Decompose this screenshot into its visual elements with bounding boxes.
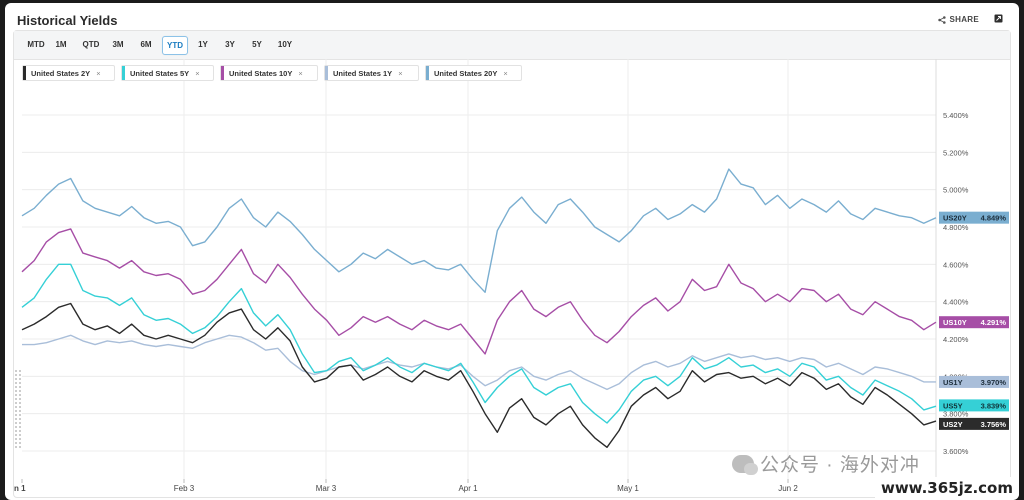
legend-swatch [221, 66, 224, 80]
tag-series-name: US10Y [943, 318, 967, 327]
drag-handle[interactable] [14, 369, 22, 449]
legend-swatch [325, 66, 328, 80]
legend-label: United States 2Y [31, 69, 91, 78]
tag-series-name: US2Y [943, 420, 963, 429]
legend-label: United States 10Y [229, 69, 293, 78]
tag-last-value: 3.756% [981, 420, 1007, 429]
share-label: SHARE [949, 15, 979, 24]
tag-last-value: 3.970% [981, 378, 1007, 387]
legend-chip[interactable]: United States 10Y × [220, 65, 318, 81]
expand-icon[interactable] [994, 14, 1003, 23]
remove-series-icon[interactable]: × [298, 69, 303, 78]
legend-label: United States 1Y [333, 69, 393, 78]
legend-chip[interactable]: United States 5Y × [121, 65, 214, 81]
remove-series-icon[interactable]: × [96, 69, 101, 78]
range-toolbar: MTD 1M QTD 3M 6M YTD 1Y 3Y 5Y 10Y [14, 31, 1010, 60]
tag-background [939, 399, 1009, 412]
x-tick-label: Mar 3 [316, 484, 337, 493]
range-button-6m[interactable]: 6M [140, 40, 152, 49]
site-watermark: www.365jz.com [874, 477, 1019, 500]
tag-last-value: 3.839% [981, 401, 1007, 410]
watermark-text: 公众号 · 海外对冲 [760, 455, 920, 476]
y-tick-label: 3.600% [943, 447, 969, 456]
range-button-mtd[interactable]: MTD [27, 40, 45, 49]
legend-swatch [426, 66, 429, 80]
range-button-qtd[interactable]: QTD [82, 40, 100, 49]
y-tick-label: 4.200% [943, 335, 969, 344]
y-tick-label: 4.400% [943, 298, 969, 307]
legend-chip[interactable]: United States 2Y × [22, 65, 115, 81]
range-button-1m[interactable]: 1M [55, 40, 67, 49]
range-button-ytd[interactable]: YTD [162, 36, 188, 55]
share-icon [938, 15, 947, 24]
legend-chip[interactable]: United States 1Y × [324, 65, 419, 81]
range-button-3y[interactable]: 3Y [225, 40, 235, 49]
legend-label: United States 20Y [434, 69, 498, 78]
last-value-tag-us20y: US20Y 4.849% [939, 211, 1009, 224]
legend-chip[interactable]: United States 20Y × [425, 65, 522, 81]
series-line-us1y [22, 334, 936, 391]
watermark: 公众号 · 海外对冲 [732, 450, 920, 477]
historical-yields-card: Historical Yields SHARE MTD 1M QTD 3M 6M YTD 1… [5, 3, 1019, 500]
range-button-3m[interactable]: 3M [112, 40, 124, 49]
page-title: Historical Yields [17, 13, 118, 28]
legend-swatch [122, 66, 125, 80]
y-tick-label: 3.800% [943, 410, 969, 419]
tag-background [939, 316, 1009, 329]
x-tick-label: Apr 1 [458, 484, 478, 493]
tag-last-value: 4.291% [981, 318, 1007, 327]
last-value-tag-us10y: US10Y 4.291% [939, 316, 1009, 329]
x-tick-label: May 1 [617, 484, 639, 493]
y-tick-label: 4.800% [943, 223, 969, 232]
last-value-tag-us1y: US1Y 3.970% [939, 375, 1009, 388]
range-button-10y[interactable]: 10Y [277, 40, 293, 49]
x-tick-label: n 1 [14, 484, 26, 493]
tag-background [939, 375, 1009, 388]
legend-label: United States 5Y [130, 69, 190, 78]
wechat-icon [732, 454, 758, 475]
legend-swatch [23, 66, 26, 80]
series-line-us10y [21, 228, 937, 355]
last-value-tag-us2y: US2Y 3.756% [939, 417, 1009, 430]
range-button-5y[interactable]: 5Y [252, 40, 262, 49]
remove-series-icon[interactable]: × [195, 69, 200, 78]
tag-series-name: US1Y [943, 378, 963, 387]
series-line-us20y [21, 168, 937, 293]
remove-series-icon[interactable]: × [503, 69, 508, 78]
x-tick-label: Feb 3 [174, 484, 195, 493]
y-tick-label: 5.200% [943, 148, 969, 157]
range-button-1y[interactable]: 1Y [198, 40, 208, 49]
y-tick-label: 4.600% [943, 260, 969, 269]
series-line-us2y [21, 302, 937, 448]
share-button[interactable]: SHARE [938, 15, 979, 24]
remove-series-icon[interactable]: × [398, 69, 403, 78]
last-value-tag-us5y: US5Y 3.839% [939, 399, 1009, 412]
x-tick-label: Jun 2 [778, 484, 798, 493]
tag-series-name: US20Y [943, 214, 967, 223]
y-tick-label: 5.000% [943, 186, 969, 195]
tag-background [939, 211, 1009, 224]
series-line-us5y [21, 263, 937, 424]
yield-line-chart: 3.600%3.800%4.000%4.200%4.400%4.600%4.80… [14, 59, 1009, 493]
tag-background [939, 417, 1009, 430]
y-tick-label: 5.400% [943, 111, 969, 120]
tag-series-name: US5Y [943, 401, 963, 410]
tag-last-value: 4.849% [981, 214, 1007, 223]
